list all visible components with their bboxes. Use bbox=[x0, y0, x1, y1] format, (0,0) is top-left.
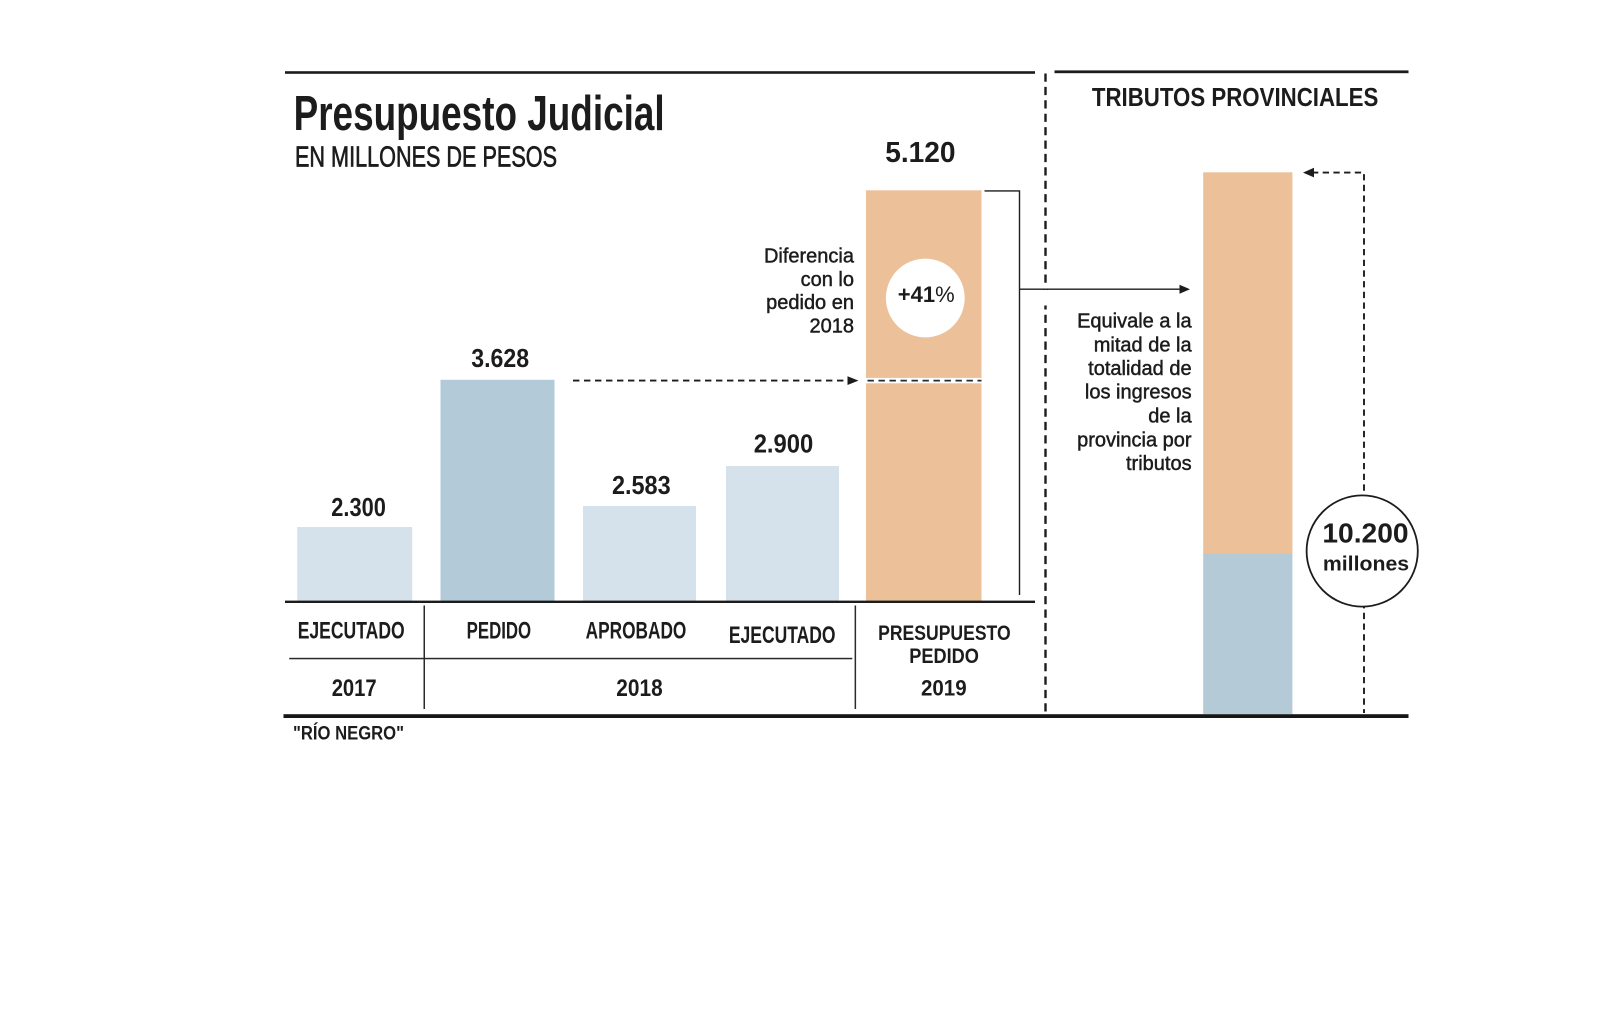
svg-text:Diferencia: Diferencia bbox=[764, 245, 855, 267]
svg-text:TRIBUTOS PROVINCIALES: TRIBUTOS PROVINCIALES bbox=[1092, 82, 1378, 112]
svg-text:los ingresos: los ingresos bbox=[1085, 381, 1192, 403]
svg-text:PRESUPUESTO: PRESUPUESTO bbox=[878, 622, 1011, 645]
svg-text:2.900: 2.900 bbox=[754, 429, 814, 459]
svg-text:+41%: +41% bbox=[898, 282, 955, 307]
svg-text:APROBADO: APROBADO bbox=[586, 617, 687, 644]
svg-text:3.628: 3.628 bbox=[471, 343, 529, 373]
svg-text:tributos: tributos bbox=[1126, 453, 1192, 475]
svg-text:de la: de la bbox=[1148, 406, 1192, 428]
svg-text:provincia por: provincia por bbox=[1077, 429, 1192, 451]
svg-text:PEDIDO: PEDIDO bbox=[909, 645, 979, 668]
svg-text:EN MILLONES DE PESOS: EN MILLONES DE PESOS bbox=[295, 142, 557, 174]
svg-text:mitad de la: mitad de la bbox=[1094, 334, 1193, 356]
svg-text:PEDIDO: PEDIDO bbox=[467, 617, 532, 644]
svg-text:Equivale a la: Equivale a la bbox=[1077, 311, 1192, 333]
svg-text:con lo: con lo bbox=[801, 269, 854, 291]
svg-text:pedido en: pedido en bbox=[766, 292, 854, 314]
svg-text:EJECUTADO: EJECUTADO bbox=[729, 622, 836, 649]
svg-text:EJECUTADO: EJECUTADO bbox=[298, 617, 405, 644]
svg-text:millones: millones bbox=[1323, 554, 1409, 576]
svg-text:totalidad de: totalidad de bbox=[1088, 358, 1191, 380]
svg-text:"RÍO NEGRO": "RÍO NEGRO" bbox=[293, 723, 404, 745]
svg-text:2018: 2018 bbox=[616, 675, 662, 702]
svg-text:2019: 2019 bbox=[921, 676, 967, 701]
svg-text:2018: 2018 bbox=[810, 316, 855, 338]
svg-text:Presupuesto Judicial: Presupuesto Judicial bbox=[294, 87, 665, 141]
svg-text:5.120: 5.120 bbox=[885, 137, 955, 169]
svg-text:10.200: 10.200 bbox=[1322, 517, 1408, 548]
svg-text:2.300: 2.300 bbox=[331, 492, 386, 522]
svg-text:2.583: 2.583 bbox=[612, 470, 671, 500]
svg-text:2017: 2017 bbox=[332, 675, 377, 702]
